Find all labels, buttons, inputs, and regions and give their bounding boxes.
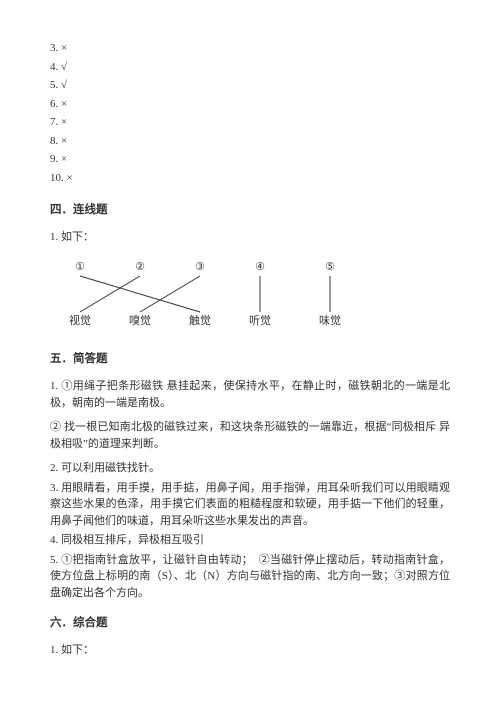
svg-text:①: ① <box>75 261 85 273</box>
answer-mark: × <box>61 98 67 110</box>
answer-row: 10. × <box>50 170 450 187</box>
answer-row: 8. × <box>50 133 450 150</box>
svg-text:味觉: 味觉 <box>319 314 341 327</box>
svg-text:听觉: 听觉 <box>249 314 271 327</box>
svg-text:⑤: ⑤ <box>325 261 335 273</box>
section-6-sub: 1. 如下： <box>50 642 450 659</box>
svg-text:②: ② <box>135 261 145 273</box>
svg-text:嗅觉: 嗅觉 <box>129 313 151 327</box>
answer-mark: × <box>61 116 67 128</box>
section-5-item: ② 找一根已知南北极的磁铁过来，和这块条形磁铁的一端靠近，根据“同极相斥 异极相… <box>50 419 450 452</box>
answer-num: 4. <box>50 61 58 73</box>
answer-mark: × <box>61 42 67 54</box>
answer-mark: × <box>61 135 67 147</box>
answer-num: 7. <box>50 116 58 128</box>
answer-row: 3. × <box>50 40 450 57</box>
answer-num: 3. <box>50 42 58 54</box>
svg-text:③: ③ <box>195 261 205 273</box>
section-5-item: 3. 用眼睛看，用手摸，用手掂，用鼻子闻，用手指弹，用耳朵听我们可以用眼睛观察这… <box>50 480 450 530</box>
answer-mark: √ <box>61 79 67 91</box>
section-5-item: 4. 同极相互排斥，异极相互吸引 <box>50 532 450 549</box>
section-5-item: 1. ①用绳子把条形磁铁 悬挂起来，使保持水平，在静止时，磁铁朝北的一端是北极，… <box>50 378 450 411</box>
section-4-sub: 1. 如下： <box>50 229 450 246</box>
section-4-title: 四．连线题 <box>50 202 450 219</box>
section-6-title: 六．综合题 <box>50 615 450 632</box>
svg-text:触觉: 触觉 <box>189 313 211 327</box>
svg-text:④: ④ <box>255 261 265 273</box>
answer-row: 5. √ <box>50 77 450 94</box>
answer-mark: √ <box>61 61 67 73</box>
section-5-item: 2. 可以利用磁铁找针。 <box>50 460 450 477</box>
answer-row: 6. × <box>50 96 450 113</box>
section-5-title: 五．简答题 <box>50 351 450 368</box>
answer-num: 10. <box>50 172 64 184</box>
answer-num: 5. <box>50 79 58 91</box>
answer-row: 7. × <box>50 114 450 131</box>
svg-text:视觉: 视觉 <box>69 313 91 327</box>
answer-row: 4. √ <box>50 59 450 76</box>
answer-row: 9. × <box>50 151 450 168</box>
answer-num: 8. <box>50 135 58 147</box>
matching-diagram: ① ② ③ ④ ⑤ 视觉 嗅觉 触觉 听觉 味觉 <box>50 258 360 333</box>
section-5-item: 5. ①把指南针盒放平，让磁针自由转动； ②当磁针停止摆动后，转动指南针盒，使方… <box>50 552 450 602</box>
true-false-answers: 3. × 4. √ 5. √ 6. × 7. × 8. × 9. × 10. × <box>50 40 450 186</box>
answer-mark: × <box>61 153 67 165</box>
answer-num: 9. <box>50 153 58 165</box>
answer-mark: × <box>67 172 73 184</box>
answer-num: 6. <box>50 98 58 110</box>
